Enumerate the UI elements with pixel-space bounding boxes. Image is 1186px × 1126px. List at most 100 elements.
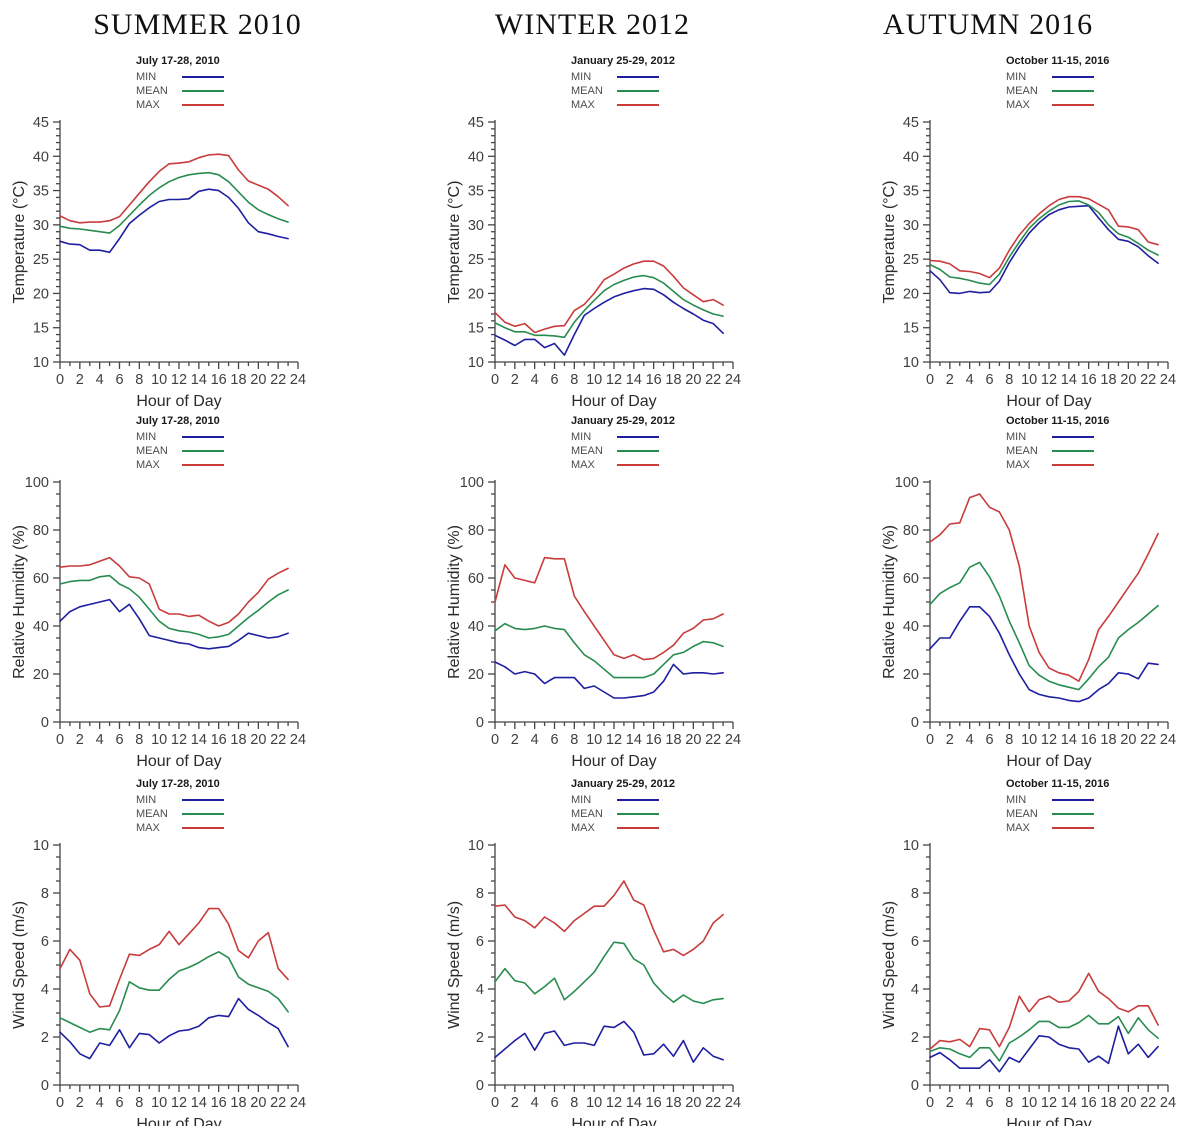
svg-text:80: 80 (903, 523, 919, 539)
svg-text:10: 10 (151, 732, 167, 748)
svg-text:12: 12 (606, 1095, 622, 1111)
svg-text:14: 14 (626, 732, 642, 748)
x-tick-labels: 0 2 4 6 8 10 12 14 16 18 20 22 24 (926, 372, 1176, 388)
chart-cell: July 17-28, 2010 MIN MEAN MAX 0 20 40 60 80 100 0 2… (0, 400, 395, 770)
svg-text:4: 4 (966, 1095, 974, 1111)
svg-text:0: 0 (926, 1095, 934, 1111)
svg-text:22: 22 (270, 1095, 286, 1111)
svg-text:30: 30 (33, 218, 49, 234)
legend-item: MEAN (571, 444, 790, 458)
legend-item: MIN (136, 793, 395, 807)
svg-text:20: 20 (1120, 732, 1136, 748)
axes (923, 843, 1169, 1092)
series-line-mean (59, 951, 289, 1033)
series-line-min (494, 287, 724, 356)
series-line-max (494, 260, 724, 334)
svg-text:10: 10 (903, 838, 919, 854)
legend-series-label: MIN (136, 794, 157, 806)
legend-date-label: October 11-15, 2016 (1006, 415, 1110, 427)
svg-text:40: 40 (903, 619, 919, 635)
y-tick-labels: 10 15 20 25 30 35 40 45 (903, 115, 919, 371)
svg-text:10: 10 (586, 1095, 602, 1111)
svg-text:2: 2 (511, 1095, 519, 1111)
chart-legend: October 11-15, 2016 MIN MEAN MAX (1006, 777, 1186, 835)
x-tick-labels: 0 2 4 6 8 10 12 14 16 18 20 22 24 (491, 1095, 741, 1111)
legend-series-label: MAX (136, 822, 160, 834)
svg-text:20: 20 (1120, 1095, 1136, 1111)
legend-date-label: January 25-29, 2012 (571, 415, 675, 427)
x-axis-label: Hour of Day (571, 1116, 656, 1126)
svg-text:22: 22 (1140, 732, 1156, 748)
x-axis-label: Hour of Day (1006, 393, 1091, 410)
legend-series-label: MIN (136, 71, 157, 83)
svg-text:0: 0 (926, 732, 934, 748)
x-axis-label: Hour of Day (1006, 1116, 1091, 1126)
svg-text:2: 2 (946, 732, 954, 748)
legend-item: MAX (571, 98, 790, 112)
legend-series-label: MEAN (571, 85, 603, 97)
svg-text:14: 14 (1061, 372, 1077, 388)
legend-date-label: January 25-29, 2012 (571, 55, 675, 67)
legend-line-swatch (1052, 827, 1094, 829)
svg-text:10: 10 (1021, 1095, 1037, 1111)
y-axis-label: Relative Humidity (%) (881, 525, 898, 679)
svg-text:16: 16 (1081, 732, 1097, 748)
svg-text:6: 6 (985, 372, 993, 388)
legend-line-swatch (182, 90, 224, 92)
svg-text:12: 12 (606, 372, 622, 388)
svg-text:24: 24 (725, 372, 741, 388)
legend-series-label: MAX (1006, 459, 1030, 471)
svg-text:6: 6 (550, 1095, 558, 1111)
svg-text:40: 40 (33, 619, 49, 635)
svg-text:35: 35 (903, 184, 919, 200)
svg-text:8: 8 (1005, 372, 1013, 388)
legend-item: MIN (571, 70, 790, 84)
svg-text:6: 6 (911, 934, 919, 950)
legend-line-swatch (1052, 464, 1094, 466)
legend-series-label: MAX (1006, 99, 1030, 111)
svg-text:0: 0 (56, 1095, 64, 1111)
chart-cell: SUMMER 2010 July 17-28, 2010 MIN MEAN MAX 10 1… (0, 0, 395, 410)
svg-text:20: 20 (33, 667, 49, 683)
axes (488, 120, 734, 369)
svg-text:80: 80 (33, 523, 49, 539)
series-line-mean (929, 561, 1159, 691)
svg-text:24: 24 (290, 1095, 306, 1111)
svg-text:20: 20 (468, 286, 484, 302)
svg-text:24: 24 (1160, 732, 1176, 748)
axes (53, 843, 299, 1092)
y-tick-labels: 0 20 40 60 80 100 (895, 475, 919, 731)
svg-text:8: 8 (135, 1095, 143, 1111)
series-line-min (59, 188, 289, 254)
svg-text:20: 20 (250, 732, 266, 748)
x-tick-labels: 0 2 4 6 8 10 12 14 16 18 20 22 24 (56, 1095, 306, 1111)
svg-text:2: 2 (76, 732, 84, 748)
legend-line-swatch (617, 799, 659, 801)
svg-text:15: 15 (468, 321, 484, 337)
svg-text:4: 4 (96, 372, 104, 388)
svg-text:45: 45 (903, 115, 919, 131)
y-tick-labels: 10 15 20 25 30 35 40 45 (33, 115, 49, 371)
legend-line-swatch (182, 464, 224, 466)
svg-text:22: 22 (705, 372, 721, 388)
svg-text:20: 20 (250, 1095, 266, 1111)
svg-text:10: 10 (1021, 732, 1037, 748)
chart-legend: July 17-28, 2010 MIN MEAN MAX (136, 414, 395, 472)
svg-text:20: 20 (903, 286, 919, 302)
x-axis-label: Hour of Day (136, 393, 221, 410)
chart-legend: July 17-28, 2010 MIN MEAN MAX (136, 54, 395, 112)
svg-text:8: 8 (135, 372, 143, 388)
legend-item: MEAN (1006, 444, 1186, 458)
svg-text:30: 30 (468, 218, 484, 234)
axes (53, 120, 299, 369)
legend-item: MAX (136, 98, 395, 112)
svg-text:10: 10 (151, 372, 167, 388)
svg-text:45: 45 (468, 115, 484, 131)
svg-text:18: 18 (230, 1095, 246, 1111)
legend-item: MAX (136, 458, 395, 472)
season-title: WINTER 2012 (494, 8, 691, 41)
x-tick-labels: 0 2 4 6 8 10 12 14 16 18 20 22 24 (491, 372, 741, 388)
